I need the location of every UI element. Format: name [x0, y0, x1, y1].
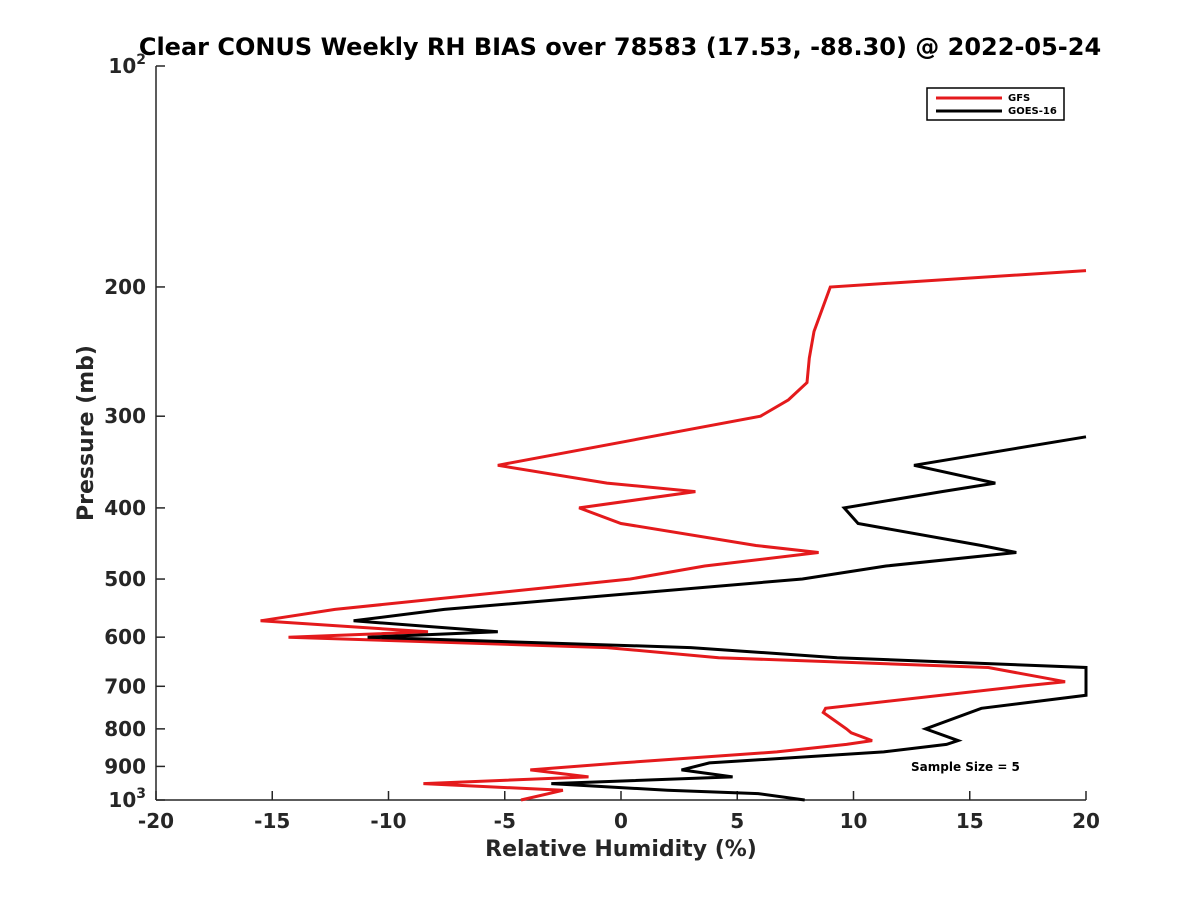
series-line-gfs [260, 269, 1087, 802]
y-tick-label: 103 [108, 786, 146, 812]
y-tick-label: 600 [104, 625, 146, 649]
legend-label-gfs: GFS [1008, 93, 1030, 104]
y-tick-label: 102 [108, 52, 146, 78]
x-tick-label: -15 [254, 809, 290, 833]
x-tick-label: 20 [1072, 809, 1100, 833]
x-tick-label: 0 [614, 809, 628, 833]
y-axis-label: Pressure (mb) [74, 345, 99, 521]
series-layer [260, 269, 1088, 802]
y-tick-label: 800 [104, 717, 146, 741]
x-tick-label: 5 [730, 809, 744, 833]
legend: GFS GOES-16 [926, 87, 1065, 121]
legend-box [926, 87, 1065, 121]
x-axis-ticks: -20 -15 -10 -5 0 5 10 15 20 [138, 791, 1100, 833]
x-tick-label: -20 [138, 809, 174, 833]
y-tick-label: 900 [104, 754, 146, 778]
y-tick-label: 200 [104, 275, 146, 299]
y-axis-ticks: 102 200 300 400 500 600 700 800 900 103 [104, 52, 165, 812]
y-tick-label: 400 [104, 496, 146, 520]
x-tick-label: 10 [840, 809, 868, 833]
legend-label-goes-16: GOES-16 [1008, 106, 1057, 117]
x-axis-label: Relative Humidity (%) [485, 837, 757, 862]
y-tick-label: 500 [104, 567, 146, 591]
series-line-goes-16 [353, 435, 1088, 802]
sample-size-annotation: Sample Size = 5 [911, 760, 1020, 774]
x-tick-label: -5 [494, 809, 516, 833]
y-tick-label: 700 [104, 674, 146, 698]
chart-title: Clear CONUS Weekly RH BIAS over 78583 (1… [139, 33, 1101, 61]
plot-area [155, 66, 1086, 801]
x-tick-label: -10 [370, 809, 406, 833]
x-tick-label: 15 [956, 809, 984, 833]
y-tick-label: 300 [104, 404, 146, 428]
